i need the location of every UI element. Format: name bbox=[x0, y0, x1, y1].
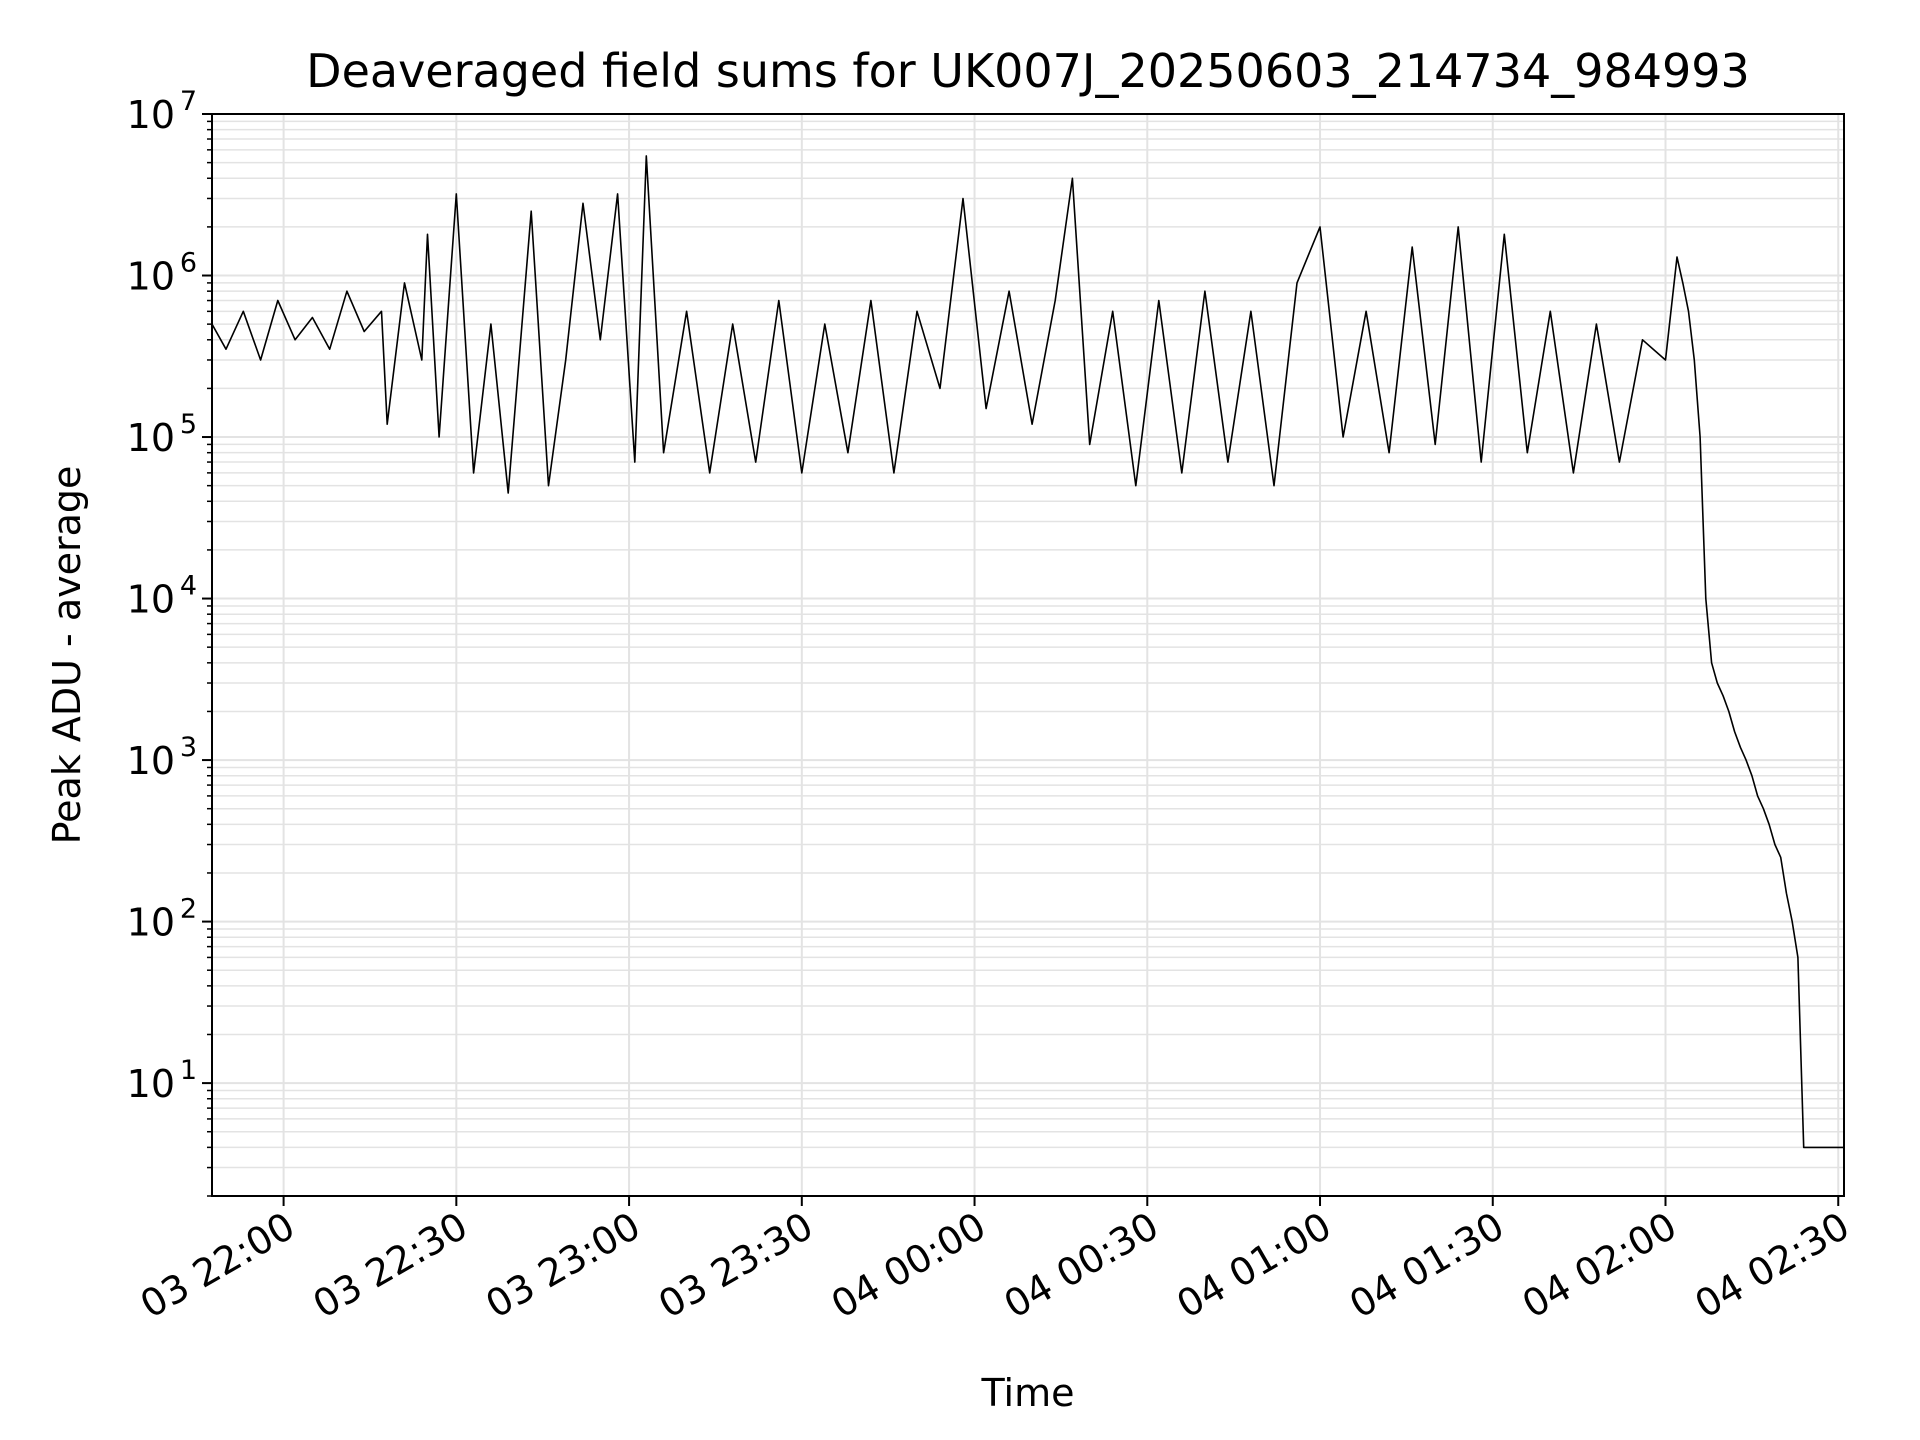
y-tick-label: 10 bbox=[127, 1062, 175, 1106]
plot-frame bbox=[211, 113, 1845, 1197]
series-layer bbox=[211, 155, 1844, 1149]
y-tick-label: 10 bbox=[127, 93, 175, 137]
y-tick-label-exponent: 1 bbox=[180, 1055, 197, 1086]
y-tick-label-exponent: 7 bbox=[180, 86, 197, 117]
chart-title: Deaveraged field sums for UK007J_2025060… bbox=[306, 44, 1750, 98]
y-tick-label: 10 bbox=[127, 578, 175, 622]
y-tick-label-exponent: 4 bbox=[180, 571, 197, 602]
y-tick-label-exponent: 3 bbox=[180, 732, 197, 763]
y-tick-label: 10 bbox=[127, 739, 175, 783]
grid bbox=[212, 114, 1844, 1197]
y-tick-label-exponent: 6 bbox=[180, 248, 197, 279]
series-line bbox=[211, 155, 1844, 1149]
y-tick-label: 10 bbox=[127, 416, 175, 460]
y-axis-label: Peak ADU - average bbox=[45, 466, 89, 845]
x-axis-label: Time bbox=[981, 1371, 1075, 1415]
y-tick-label-exponent: 5 bbox=[180, 409, 197, 440]
y-tick-label: 10 bbox=[127, 901, 175, 945]
y-tick-label: 10 bbox=[127, 255, 175, 299]
y-tick-label-exponent: 2 bbox=[180, 894, 197, 925]
